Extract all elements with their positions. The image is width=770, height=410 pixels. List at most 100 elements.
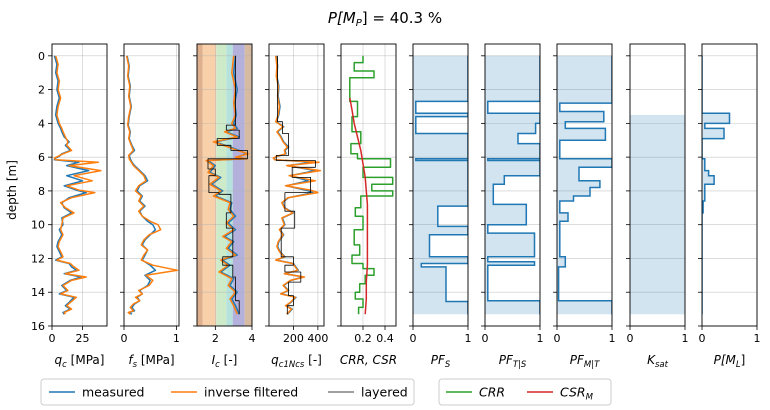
series-line-pf_mt [557,55,612,315]
x-tick-label: 400 [307,332,328,345]
y-tick-label: 0 [38,50,45,63]
x-tick-label: 1 [682,332,689,345]
panel-crr_csr: 0.2 0.4 CRR, CSR [337,43,397,367]
panel-pf_ts: 0 1 PFT|S [481,43,544,370]
legend-csr-label: CSRM [560,385,594,403]
x-label-main: I [212,353,216,367]
legend-measured-label: measured [82,385,144,400]
ic-band-0 [197,44,203,326]
y-tick-label: 12 [31,252,45,265]
series-layered-ic [207,55,248,315]
y-tick-label: 10 [31,219,45,232]
x-label-sub: c1Ncs [279,360,305,370]
series-area-pf_ts [485,55,540,315]
ic-band-5 [244,44,252,326]
x-label-main: P[M [714,353,737,367]
panel-p_ml: 0 1 P[ML] [698,43,761,370]
x-label-rest: [-] [220,353,238,367]
y-tick-label: 16 [31,320,45,333]
x-tick-label: 2 [212,332,219,345]
series-inverse-filtered-qc [53,55,102,315]
x-axis-label-pf_ts: PFT|S [499,353,527,370]
panel-frame [340,43,397,327]
series-area-pf_s [413,55,468,315]
x-axis-label-ic: Ic [-] [212,353,238,370]
legend-right: CRR CSRM [438,378,612,406]
panel-frame [412,43,469,327]
y-tick-label: 14 [31,286,45,299]
panel-qc1ncs: 200 400 qc1Ncs [-] [265,43,328,370]
x-label-main: PF [499,353,514,367]
panel-frame [268,43,325,327]
legend-crr-label: CRR [479,385,505,400]
series-layered-qc1ncs [275,55,316,315]
panel-frame [484,43,541,327]
x-axis-label-k_sat: Ksat [647,353,669,370]
x-axis-label-qc1ncs: qc1Ncs [-] [271,353,322,370]
ic-band-2 [216,44,227,326]
series-measured-fs [126,55,157,315]
series-area-k_sat [630,114,685,315]
x-tick-label: 0.2 [354,332,372,345]
y-tick-label: 8 [38,185,45,198]
series-area-p_ml [702,55,730,315]
x-label-rest: [MPa] [67,353,105,367]
x-tick-label: 0 [699,332,706,345]
x-tick-label: 0 [554,332,561,345]
panel-pf_mt: 0 1 PFM|T [553,43,616,370]
legend-layered-label: layered [361,385,408,400]
x-label-sub: L [736,360,741,370]
series-crr-crr_csr [349,55,394,315]
panel-k_sat: 0 1 Ksat [626,43,689,370]
ic-band-4 [232,44,245,326]
panel-frame [629,43,686,327]
x-label-sub: s [133,360,138,370]
x-label-sub: sat [655,360,669,370]
y-tick-label: 4 [38,117,45,130]
x-axis-label-pf_s: PFS [431,353,451,370]
x-tick-label: 0.4 [376,332,394,345]
x-tick-label: 0 [482,332,489,345]
x-tick-label: 1 [754,332,761,345]
x-label-rest: [-] [304,353,322,367]
x-label-sub: M|T [584,360,600,370]
x-tick-label: 1 [537,332,544,345]
y-tick-label: 6 [38,151,45,164]
series-inverse-filtered-fs [125,55,179,315]
series-line-pf_s [415,55,468,315]
panel-pf_s: 0 1 PFS [409,43,472,370]
x-label-sub: c [215,360,220,370]
ic-band-3 [226,44,233,326]
x-tick-label: 200 [283,332,304,345]
x-label-main: PF [570,353,585,367]
panel-frame [123,43,180,327]
legend-left-frame [40,378,415,406]
x-axis-label-qc: qc [MPa] [55,353,105,370]
x-axis-label-fs: fs [MPa] [128,353,174,370]
x-label-main: q [271,353,279,367]
x-tick-label: 25 [76,332,90,345]
panel-qc: 0 2 4 6 8 10 12 14 16 0 25 qc [MPa] [31,43,108,370]
panel-frame [51,43,108,327]
x-tick-label: 0 [627,332,634,345]
legend-left: measured inverse filtered layered [40,378,415,406]
x-tick-label: 1 [609,332,616,345]
x-label-sub: S [445,360,451,370]
x-label-sub: T|S [513,360,527,370]
legend-inverse-filtered-label: inverse filtered [204,385,298,400]
y-tick-label: 2 [38,84,45,97]
x-axis-label-p_ml: P[ML] [714,353,746,370]
series-area-pf_mt [557,55,612,315]
panel-ic: 2 4 Ic [-] [193,43,256,370]
legend-right-frame [438,378,612,406]
panel-frame [196,43,253,327]
series-line-p_ml [702,55,731,315]
x-label-main: PF [431,353,446,367]
x-label-main: CRR, CSR [340,353,397,367]
series-line-pf_ts [487,55,540,315]
x-tick-label: 0 [121,332,128,345]
x-label-main: f [128,353,134,367]
x-tick-label: 4 [249,332,256,345]
